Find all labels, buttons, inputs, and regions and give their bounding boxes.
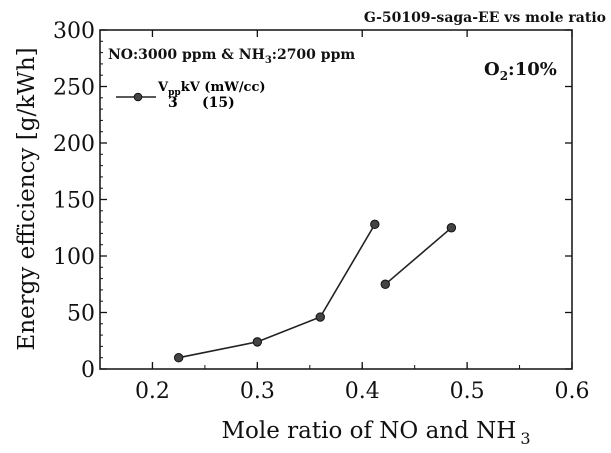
legend-entry-voltage: 3: [168, 95, 178, 111]
conditions-annotation: NO:3000 ppm & NH3:2700 ppm: [108, 47, 355, 66]
legend-header-v: V: [157, 80, 169, 95]
data-point: [173, 353, 184, 363]
y-tick-label: 250: [53, 76, 95, 101]
series-line: [178, 223, 376, 359]
data-point: [380, 279, 390, 289]
legend-header-subscript: pp: [168, 88, 181, 98]
chart-title: G-50109-saga-EE vs mole ratio: [364, 10, 606, 26]
data-series: [173, 219, 457, 363]
x-tick-label: 0.4: [345, 379, 380, 404]
data-point: [370, 219, 380, 230]
data-point: [252, 337, 263, 347]
x-tick-label: 0.6: [555, 379, 590, 404]
x-axis-label-subscript: 3: [520, 429, 530, 448]
x-axis-label: Mole ratio of NO and NH 3: [221, 418, 530, 448]
oxygen-subscript: 2: [500, 69, 508, 83]
y-tick-label: 100: [53, 245, 95, 270]
conditions-part-b: :2700 ppm: [272, 47, 356, 63]
y-tick-label: 150: [53, 189, 95, 214]
y-tick-label: 200: [53, 132, 95, 157]
legend-entry-power: (15): [202, 95, 235, 111]
legend-header: VppkV (mW/cc): [157, 80, 266, 98]
y-axis-label: Energy efficiency [g/kWh]: [14, 47, 40, 350]
legend-marker: [133, 92, 143, 102]
legend-header-units: kV (mW/cc): [181, 80, 266, 95]
x-tick-label: 0.2: [135, 379, 170, 404]
oxygen-part-b: :10%: [508, 59, 557, 80]
oxygen-part-a: O: [484, 59, 500, 80]
oxygen-annotation: O2:10%: [484, 59, 557, 83]
conditions-part-a: NO:3000 ppm & NH: [108, 47, 265, 63]
y-tick-label: 0: [81, 358, 95, 383]
tick-labels: 0.2 0.3 0.4 0.5 0.6 0 50 100 150 200 250 300: [53, 19, 590, 404]
y-tick-label: 300: [53, 19, 95, 44]
x-tick-label: 0.5: [450, 379, 485, 404]
data-point: [446, 223, 457, 233]
x-axis-label-main: Mole ratio of NO and NH: [221, 418, 516, 444]
x-tick-label: 0.3: [240, 379, 275, 404]
conditions-subscript: 3: [265, 55, 272, 66]
y-tick-label: 50: [67, 302, 95, 327]
legend: VppkV (mW/cc) 3 (15): [116, 80, 266, 111]
series-line: [384, 227, 452, 285]
axis-ticks: [99, 29, 573, 370]
data-point: [315, 312, 325, 322]
